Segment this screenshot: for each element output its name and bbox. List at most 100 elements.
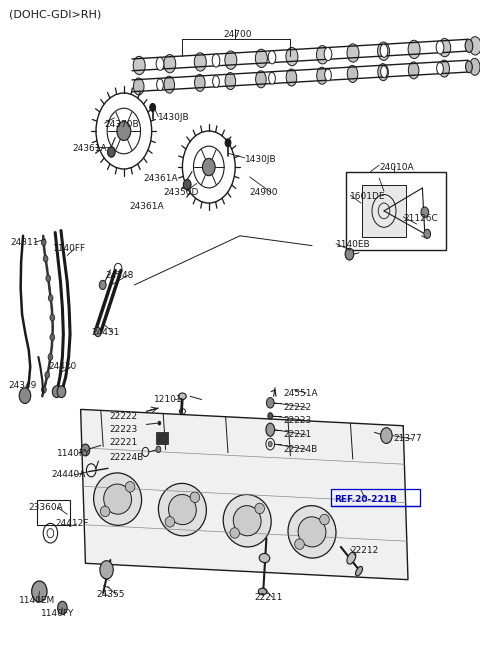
Text: 22212: 22212: [350, 546, 379, 555]
Text: 24355: 24355: [96, 590, 124, 599]
Ellipse shape: [94, 473, 142, 525]
Ellipse shape: [156, 58, 164, 70]
Bar: [331, 489, 420, 506]
Text: 1140EB: 1140EB: [336, 240, 371, 250]
Ellipse shape: [190, 492, 200, 502]
Text: 1140EM: 1140EM: [19, 596, 56, 605]
Text: 24440A: 24440A: [52, 470, 86, 479]
Ellipse shape: [439, 60, 449, 77]
Ellipse shape: [266, 423, 275, 436]
Text: 22221: 22221: [283, 430, 312, 440]
Ellipse shape: [156, 79, 163, 90]
Text: 22224B: 22224B: [109, 453, 144, 462]
Polygon shape: [81, 409, 408, 580]
Text: (DOHC-GDI>RH): (DOHC-GDI>RH): [9, 10, 101, 20]
Circle shape: [345, 248, 354, 260]
Text: 23360A: 23360A: [29, 503, 63, 512]
Ellipse shape: [378, 64, 388, 81]
Ellipse shape: [164, 54, 176, 73]
Circle shape: [268, 413, 273, 419]
Text: 24311: 24311: [11, 238, 39, 247]
Text: 1430JB: 1430JB: [158, 113, 190, 122]
Ellipse shape: [298, 517, 326, 547]
Circle shape: [268, 441, 272, 447]
Ellipse shape: [256, 71, 266, 88]
Circle shape: [381, 428, 392, 443]
Circle shape: [225, 139, 231, 147]
Text: 24361A: 24361A: [72, 144, 107, 153]
Text: 24551A: 24551A: [283, 388, 318, 398]
Ellipse shape: [437, 63, 444, 74]
Ellipse shape: [225, 51, 237, 69]
Ellipse shape: [466, 61, 472, 73]
Ellipse shape: [133, 56, 145, 75]
Ellipse shape: [347, 44, 359, 62]
Text: 24370B: 24370B: [105, 120, 139, 129]
Circle shape: [203, 159, 215, 176]
Ellipse shape: [378, 42, 390, 60]
Circle shape: [108, 147, 115, 157]
Ellipse shape: [233, 506, 261, 536]
Circle shape: [421, 207, 429, 217]
Text: 24431: 24431: [91, 328, 120, 337]
Circle shape: [46, 275, 51, 282]
Bar: [346, 172, 446, 250]
Circle shape: [156, 446, 161, 453]
Ellipse shape: [380, 45, 388, 57]
Ellipse shape: [381, 66, 387, 77]
Circle shape: [100, 561, 113, 579]
Circle shape: [45, 372, 50, 379]
Circle shape: [266, 398, 274, 408]
Ellipse shape: [158, 483, 206, 536]
Text: 22222: 22222: [109, 412, 138, 421]
Ellipse shape: [465, 39, 473, 52]
Text: 22224B: 22224B: [283, 445, 317, 454]
Ellipse shape: [168, 495, 196, 525]
Ellipse shape: [286, 69, 297, 86]
Ellipse shape: [347, 552, 356, 564]
Text: 24900: 24900: [250, 188, 278, 197]
Circle shape: [150, 103, 156, 111]
Text: 22221: 22221: [109, 438, 138, 447]
Ellipse shape: [212, 54, 220, 67]
Bar: [362, 185, 406, 237]
Ellipse shape: [259, 553, 270, 563]
Ellipse shape: [125, 481, 135, 492]
Text: 24361A: 24361A: [143, 174, 178, 183]
Ellipse shape: [100, 506, 110, 517]
Ellipse shape: [469, 58, 480, 75]
Circle shape: [50, 314, 55, 321]
Circle shape: [99, 280, 106, 290]
Ellipse shape: [230, 528, 240, 538]
Ellipse shape: [316, 46, 328, 64]
Text: 24010A: 24010A: [379, 162, 414, 172]
Circle shape: [50, 334, 55, 341]
Text: 21126C: 21126C: [403, 214, 438, 223]
Text: REF.20-221B: REF.20-221B: [334, 495, 397, 504]
Bar: [37, 500, 70, 525]
Ellipse shape: [104, 484, 132, 514]
Text: 24350D: 24350D: [163, 188, 199, 197]
Circle shape: [58, 601, 67, 614]
Circle shape: [52, 386, 61, 398]
Text: 1430JB: 1430JB: [245, 155, 276, 164]
Circle shape: [19, 388, 31, 403]
Text: 22223: 22223: [283, 416, 312, 425]
Text: 24412F: 24412F: [55, 519, 89, 529]
Ellipse shape: [269, 73, 276, 84]
Ellipse shape: [194, 75, 205, 92]
Circle shape: [42, 386, 46, 393]
Text: 22223: 22223: [109, 425, 138, 434]
Text: 22211: 22211: [254, 593, 283, 602]
Ellipse shape: [225, 73, 236, 90]
Ellipse shape: [439, 39, 451, 57]
Circle shape: [41, 239, 46, 246]
Ellipse shape: [295, 539, 304, 550]
Ellipse shape: [179, 393, 186, 400]
Ellipse shape: [194, 53, 206, 71]
Text: 24361A: 24361A: [130, 202, 164, 212]
Ellipse shape: [288, 506, 336, 558]
Circle shape: [95, 328, 101, 337]
Circle shape: [48, 295, 53, 301]
Circle shape: [81, 444, 90, 456]
